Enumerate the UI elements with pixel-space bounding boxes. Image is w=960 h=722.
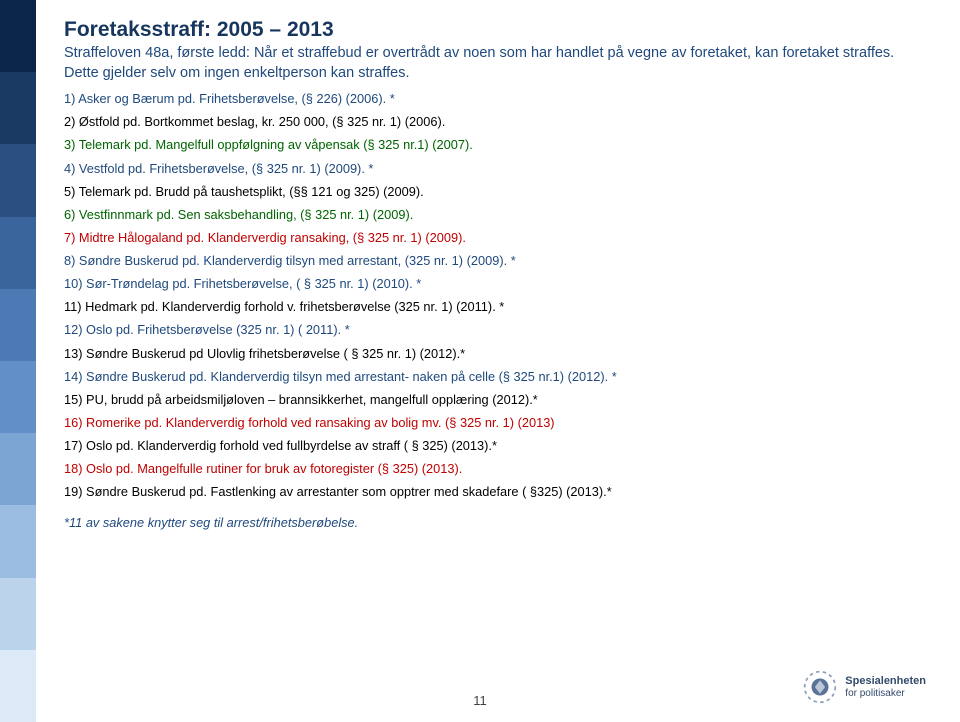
list-item: 7) Midtre Hålogaland pd. Klanderverdig r… [64,230,920,247]
list-item: 12) Oslo pd. Frihetsberøvelse (325 nr. 1… [64,322,920,339]
list-item: 2) Østfold pd. Bortkommet beslag, kr. 25… [64,114,920,131]
list-item: 4) Vestfold pd. Frihetsberøvelse, (§ 325… [64,161,920,178]
list-item: 15) PU, brudd på arbeidsmiljøloven – bra… [64,392,920,409]
list-item: 17) Oslo pd. Klanderverdig forhold ved f… [64,438,920,455]
list-item: 18) Oslo pd. Mangelfulle rutiner for bru… [64,461,920,478]
list-item: 19) Søndre Buskerud pd. Fastlenking av a… [64,484,920,501]
sidebar-stripe [0,289,36,361]
page-number: 11 [473,693,487,708]
logo: Spesialenheten for politisaker [803,670,926,704]
list-item: 8) Søndre Buskerud pd. Klanderverdig til… [64,253,920,270]
list-item: 6) Vestfinnmark pd. Sen saksbehandling, … [64,207,920,224]
list-item: 3) Telemark pd. Mangelfull oppfølgning a… [64,137,920,154]
sidebar-stripe [0,0,36,72]
logo-line1: Spesialenheten [845,675,926,688]
logo-line2: for politisaker [845,688,926,700]
list-item: 5) Telemark pd. Brudd på taushetsplikt, … [64,184,920,201]
list-item: 11) Hedmark pd. Klanderverdig forhold v.… [64,299,920,316]
sidebar-stripe [0,505,36,577]
slide-title: Foretaksstraff: 2005 – 2013 [64,18,920,42]
list-item: 1) Asker og Bærum pd. Frihetsberøvelse, … [64,91,920,108]
list-item: 14) Søndre Buskerud pd. Klanderverdig ti… [64,369,920,386]
sidebar-stripe [0,578,36,650]
sidebar-stripe [0,144,36,216]
list-item: 13) Søndre Buskerud pd Ulovlig frihetsbe… [64,346,920,363]
footnote: *11 av sakene knytter seg til arrest/fri… [64,515,920,530]
list-item: 10) Sør-Trøndelag pd. Frihetsberøvelse, … [64,276,920,293]
sidebar-stripe [0,72,36,144]
item-list: 1) Asker og Bærum pd. Frihetsberøvelse, … [64,91,920,501]
sidebar-stripe [0,650,36,722]
list-item: 16) Romerike pd. Klanderverdig forhold v… [64,415,920,432]
slide-subtitle: Straffeloven 48a, første ledd: Når et st… [64,44,920,83]
logo-mark-icon [803,670,837,704]
sidebar-gradient [0,0,36,722]
sidebar-stripe [0,361,36,433]
slide-content: Foretaksstraff: 2005 – 2013 Straffeloven… [64,18,920,530]
sidebar-stripe [0,217,36,289]
logo-text: Spesialenheten for politisaker [845,675,926,699]
sidebar-stripe [0,433,36,505]
